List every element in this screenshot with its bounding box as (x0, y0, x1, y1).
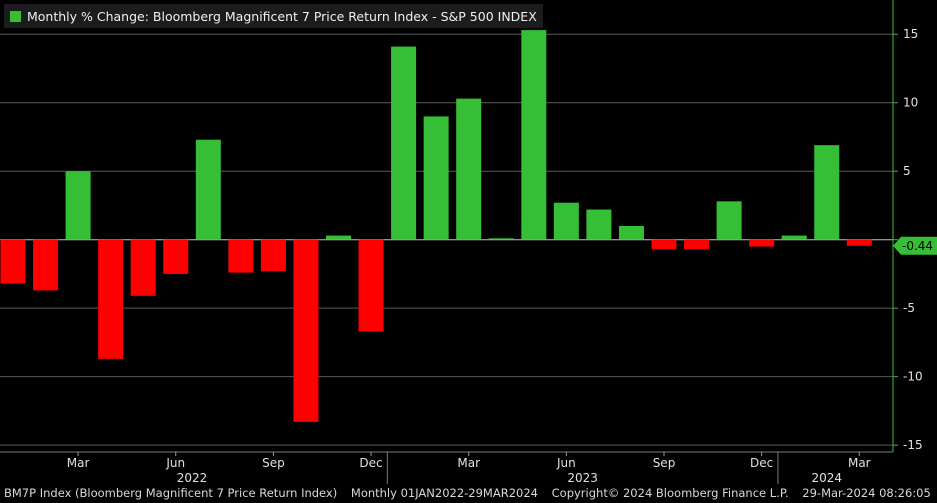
footer-ticker: BM7P Index (Bloomberg Magnificent 7 Pric… (4, 486, 338, 500)
bar-apr-2023 (488, 238, 514, 240)
bar-sep-2022 (260, 239, 286, 272)
bar-jun-2022 (163, 239, 189, 274)
x-year-label-2022: 2022 (177, 471, 208, 485)
bar-aug-2023 (618, 226, 644, 240)
bar-nov-2023 (716, 201, 742, 240)
last-value-marker (893, 236, 937, 255)
bar-may-2023 (521, 30, 547, 240)
x-tick-label-5: Jun (556, 456, 576, 470)
bar-sep-2023 (651, 239, 677, 250)
bars (0, 30, 872, 422)
footer-copyright: Copyright© 2024 Bloomberg Finance L.P. (551, 486, 789, 500)
legend-swatch (10, 10, 21, 22)
bar-dec-2023 (749, 239, 775, 247)
bar-mar-2022 (65, 171, 91, 240)
x-tick-label-4: Mar (457, 456, 480, 470)
y-tick-label-5: 10 (903, 96, 918, 110)
bar-aug-2022 (228, 239, 254, 273)
footer-period: Monthly 01JAN2022-29MAR2024 (350, 486, 538, 500)
bar-oct-2022 (293, 239, 319, 422)
x-tick-label-2: Sep (262, 456, 285, 470)
bar-jan-2024 (781, 235, 807, 240)
bar-nov-2022 (326, 235, 351, 240)
x-tick-label-8: Mar (848, 456, 871, 470)
x-tick-label-1: Jun (165, 456, 185, 470)
bar-may-2022 (130, 239, 156, 296)
y-tick-label-0: -15 (903, 438, 923, 452)
x-axis: Mar Jun Sep Dec Mar Jun Sep Dec Mar 2022 2023 2024 (0, 451, 893, 485)
bar-oct-2023 (684, 239, 710, 250)
footer: BM7P Index (Bloomberg Magnificent 7 Pric… (0, 484, 937, 503)
x-tick-label-7: Dec (750, 456, 773, 470)
bar-mar-2024 (846, 239, 872, 246)
bar-feb-2022 (33, 239, 59, 291)
bar-jan-2023 (391, 46, 417, 240)
x-tick-label-0: Mar (67, 456, 90, 470)
bar-jun-2023 (553, 202, 579, 240)
x-tick-label-6: Sep (653, 456, 676, 470)
bar-mar-2023 (456, 98, 482, 240)
x-tick-label-3: Dec (359, 456, 382, 470)
bar-apr-2022 (98, 239, 124, 359)
last-value-label: -0.44 (902, 239, 933, 253)
footer-timestamp: 29-Mar-2024 08:26:05 (802, 486, 931, 500)
y-tick-label-1: -10 (903, 370, 923, 384)
bar-feb-2023 (423, 116, 449, 240)
y-tick-label-6: 15 (903, 27, 918, 41)
bar-jul-2022 (195, 139, 221, 240)
x-year-label-2024: 2024 (811, 471, 842, 485)
bar-jan-2022 (0, 239, 26, 284)
y-tick-label-2: -5 (903, 301, 915, 315)
y-tick-label-4: 5 (903, 164, 911, 178)
legend: Monthly % Change: Bloomberg Magnificent … (4, 4, 543, 28)
bar-jul-2023 (586, 209, 612, 240)
legend-label: Monthly % Change: Bloomberg Magnificent … (27, 8, 537, 24)
bar-dec-2022 (358, 239, 384, 332)
bar-feb-2024 (814, 145, 840, 240)
y-axis: -15 -10 -5 5 10 15 -0.44 (892, 0, 937, 452)
x-year-label-2023: 2023 (567, 471, 598, 485)
